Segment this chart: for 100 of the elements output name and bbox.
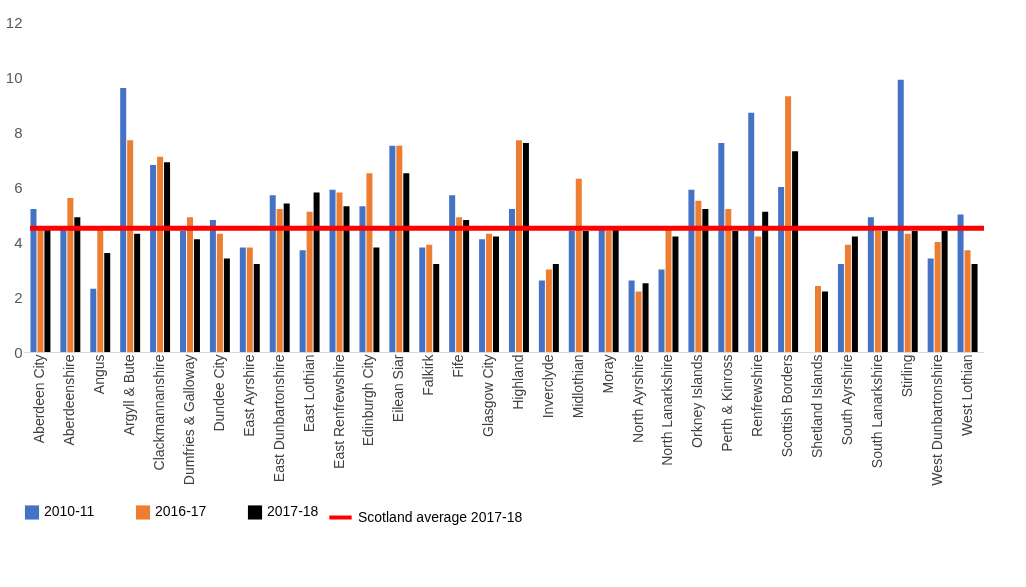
bar	[552, 264, 559, 352]
bar	[582, 231, 589, 352]
x-tick-label: Moray	[599, 354, 616, 394]
bar	[575, 178, 582, 352]
bar	[403, 173, 410, 352]
x-tick-label: Orkney Islands	[689, 354, 706, 448]
x-tick-label: Clackmannanshire	[151, 354, 168, 471]
bar	[426, 244, 433, 352]
bar	[193, 239, 200, 352]
bar	[658, 269, 665, 352]
y-tick-label: 0	[14, 343, 23, 361]
bar	[389, 145, 396, 352]
bar	[522, 143, 529, 352]
x-tick-label: Argyll & Bute	[121, 354, 138, 436]
x-tick-label: Falkirk	[420, 353, 437, 396]
x-tick-label: South Ayrshire	[838, 354, 855, 446]
bar	[253, 264, 260, 352]
x-tick-label: Inverclyde	[539, 354, 556, 419]
bar	[964, 250, 971, 352]
bar	[755, 236, 762, 352]
x-tick-label: Angus	[91, 354, 108, 395]
x-tick-label: Fife	[450, 354, 467, 378]
bar	[104, 253, 111, 352]
bar	[971, 264, 978, 352]
bar	[598, 228, 605, 352]
x-tick-label: East Ayrshire	[240, 354, 257, 437]
bar	[180, 231, 186, 352]
bar	[419, 247, 426, 352]
bar	[718, 143, 725, 352]
x-tick-label: Perth & Kinross	[719, 354, 736, 452]
bar	[881, 231, 888, 352]
bar	[778, 187, 785, 352]
bar	[904, 233, 911, 352]
bar	[150, 165, 157, 352]
bar	[545, 269, 552, 352]
bar	[186, 217, 193, 352]
y-tick-label: 2	[14, 288, 23, 306]
bar	[732, 231, 739, 352]
x-tick-label: Midlothian	[569, 354, 586, 419]
bar	[792, 151, 799, 352]
bar	[486, 233, 493, 352]
bar	[456, 217, 463, 352]
x-tick-label: Dundee City	[210, 354, 227, 432]
bar	[44, 228, 51, 352]
bar	[373, 247, 380, 352]
bar	[120, 88, 127, 352]
bar	[306, 211, 313, 352]
bar	[60, 228, 67, 352]
legend-label: 2017-18	[267, 503, 319, 520]
bar	[688, 189, 695, 352]
bar	[336, 192, 343, 352]
x-tick-label: Highland	[509, 354, 526, 410]
x-tick-label: Stirling	[898, 354, 915, 398]
x-tick-label: Edinburgh City	[360, 354, 377, 447]
bar	[30, 209, 37, 352]
bar	[216, 233, 223, 352]
x-tick-label: Scottish Borders	[779, 354, 796, 458]
x-tick-label: West Lothian	[958, 354, 975, 436]
bar	[246, 247, 253, 352]
bar	[463, 220, 470, 352]
bar	[538, 280, 545, 352]
bar	[851, 236, 858, 352]
bar	[343, 206, 350, 352]
bar	[366, 173, 373, 352]
bar	[515, 140, 522, 352]
bar	[209, 220, 216, 352]
bar	[844, 244, 851, 352]
x-tick-label: South Lanarkshire	[868, 354, 885, 469]
bar	[97, 228, 104, 352]
bar	[927, 258, 934, 352]
bar	[702, 209, 709, 352]
bar	[433, 264, 440, 352]
bar	[837, 264, 844, 352]
bar	[299, 250, 306, 352]
x-tick-label: Eilean Siar	[390, 354, 407, 423]
bar	[127, 140, 134, 352]
legend-label: Scotland average 2017-18	[358, 508, 523, 525]
bar	[934, 242, 941, 352]
bar	[90, 288, 97, 352]
bar	[313, 192, 320, 352]
bar	[359, 206, 366, 352]
x-tick-label: West Dunbartonshire	[928, 354, 945, 486]
bar	[239, 247, 246, 352]
bar	[276, 209, 283, 352]
bar	[157, 156, 164, 352]
legend-label: 2016-17	[155, 503, 207, 520]
x-tick-label: Renfrewshire	[749, 354, 766, 437]
bar	[941, 231, 948, 352]
bar	[74, 217, 81, 352]
bar	[134, 233, 141, 352]
x-tick-label: East Dunbartonshire	[270, 354, 287, 483]
bar	[785, 96, 792, 352]
bar	[568, 231, 575, 352]
bar	[628, 280, 635, 352]
bar	[479, 239, 486, 352]
bar	[269, 195, 276, 352]
bar	[508, 209, 515, 352]
bar	[695, 200, 702, 352]
bar	[635, 291, 642, 352]
x-tick-label: Aberdeen City	[31, 354, 48, 444]
